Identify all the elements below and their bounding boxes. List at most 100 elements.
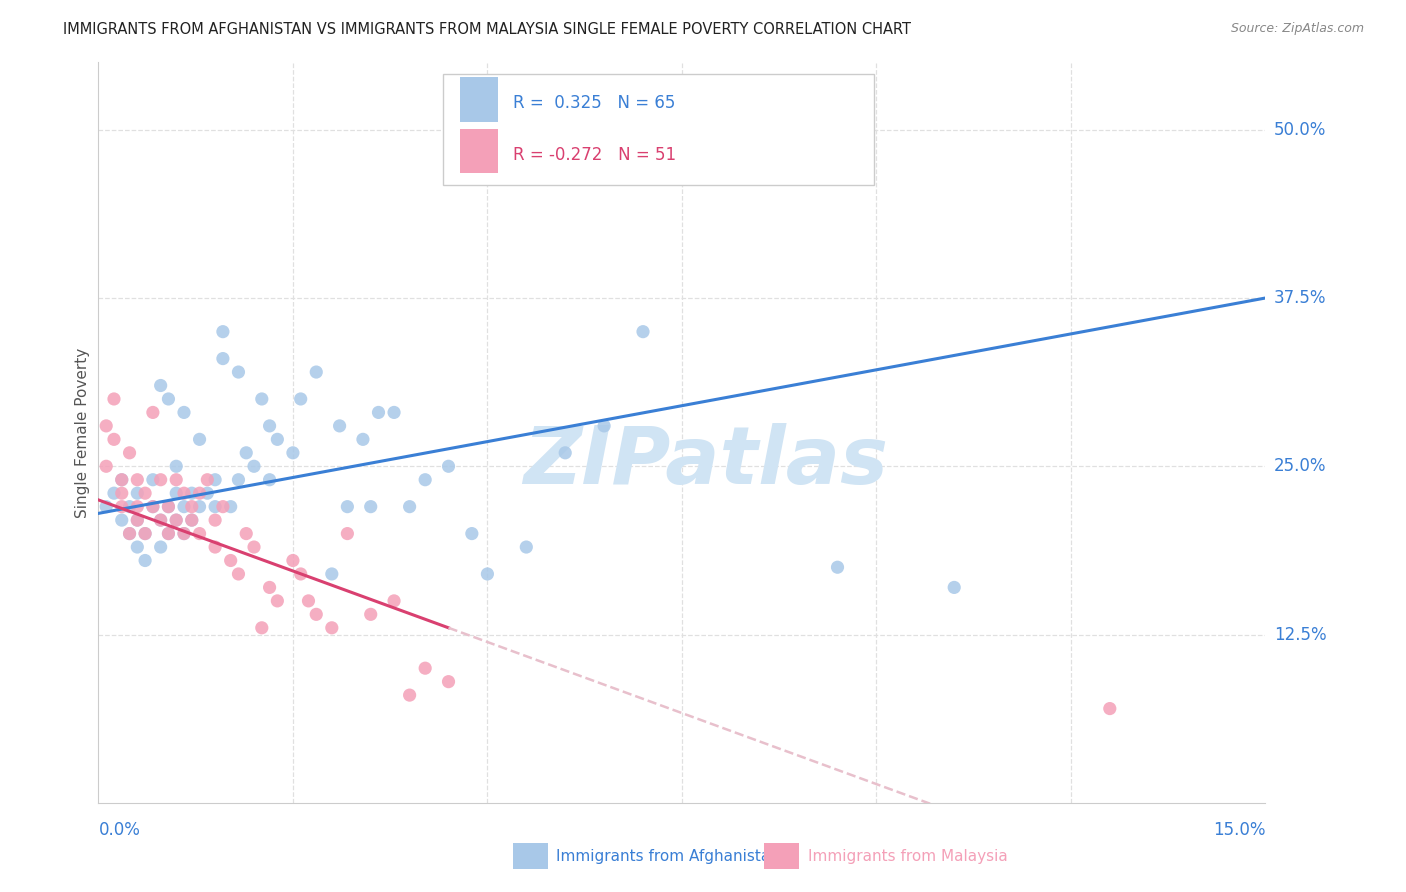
Point: [360, 500, 382, 514]
Point: [157, 526, 180, 541]
Point: [180, 513, 202, 527]
Text: Source: ZipAtlas.com: Source: ZipAtlas.com: [1230, 22, 1364, 36]
Point: [180, 486, 202, 500]
Point: [149, 378, 172, 392]
Point: [127, 513, 149, 527]
Point: [593, 418, 616, 433]
Point: [165, 513, 187, 527]
Point: [219, 553, 242, 567]
Point: [127, 473, 149, 487]
Point: [180, 513, 202, 527]
Point: [103, 433, 125, 447]
Text: ZIPatlas: ZIPatlas: [523, 423, 887, 501]
Point: [219, 500, 242, 514]
Point: [149, 473, 172, 487]
Point: [149, 513, 172, 527]
Point: [96, 418, 118, 433]
Point: [127, 540, 149, 554]
Point: [111, 473, 134, 487]
Point: [321, 621, 343, 635]
Point: [329, 418, 352, 433]
Point: [173, 486, 195, 500]
Point: [149, 540, 172, 554]
Point: [398, 500, 420, 514]
Point: [360, 607, 382, 622]
Point: [266, 433, 288, 447]
Point: [631, 325, 654, 339]
Point: [281, 553, 304, 567]
Text: IMMIGRANTS FROM AFGHANISTAN VS IMMIGRANTS FROM MALAYSIA SINGLE FEMALE POVERTY CO: IMMIGRANTS FROM AFGHANISTAN VS IMMIGRANT…: [63, 22, 911, 37]
Point: [228, 566, 250, 581]
Point: [204, 500, 226, 514]
Point: [204, 473, 226, 487]
Point: [259, 418, 281, 433]
Point: [398, 688, 420, 702]
Text: R =  0.325   N = 65: R = 0.325 N = 65: [513, 95, 675, 112]
Text: Immigrants from Afghanistan: Immigrants from Afghanistan: [555, 848, 780, 863]
Point: [290, 566, 312, 581]
Text: 0.0%: 0.0%: [98, 822, 141, 839]
Point: [165, 513, 187, 527]
Point: [118, 526, 141, 541]
Point: [157, 392, 180, 406]
Point: [437, 459, 460, 474]
Text: R = -0.272   N = 51: R = -0.272 N = 51: [513, 146, 676, 164]
FancyBboxPatch shape: [460, 78, 498, 121]
Point: [165, 486, 187, 500]
FancyBboxPatch shape: [443, 73, 875, 185]
Point: [188, 433, 211, 447]
Point: [204, 540, 226, 554]
Point: [305, 365, 328, 379]
Point: [157, 526, 180, 541]
Point: [352, 433, 374, 447]
Point: [127, 513, 149, 527]
Point: [212, 351, 235, 366]
Text: 37.5%: 37.5%: [1274, 289, 1326, 307]
Point: [321, 566, 343, 581]
Point: [243, 459, 266, 474]
Point: [96, 459, 118, 474]
Point: [259, 581, 281, 595]
Point: [827, 560, 849, 574]
Point: [515, 540, 537, 554]
Point: [111, 473, 134, 487]
Point: [134, 526, 156, 541]
Point: [134, 486, 156, 500]
Point: [212, 325, 235, 339]
Point: [134, 526, 156, 541]
Point: [204, 513, 226, 527]
Point: [142, 405, 165, 419]
Point: [157, 500, 180, 514]
Point: [142, 473, 165, 487]
FancyBboxPatch shape: [513, 843, 548, 870]
Point: [103, 392, 125, 406]
Point: [188, 500, 211, 514]
Point: [228, 365, 250, 379]
Point: [149, 513, 172, 527]
Text: 50.0%: 50.0%: [1274, 120, 1326, 139]
Point: [305, 607, 328, 622]
Point: [96, 500, 118, 514]
Y-axis label: Single Female Poverty: Single Female Poverty: [75, 348, 90, 517]
Point: [173, 500, 195, 514]
Point: [188, 486, 211, 500]
Point: [180, 500, 202, 514]
Text: Immigrants from Malaysia: Immigrants from Malaysia: [808, 848, 1008, 863]
Point: [118, 526, 141, 541]
Point: [336, 500, 359, 514]
Point: [281, 446, 304, 460]
Point: [103, 486, 125, 500]
FancyBboxPatch shape: [763, 843, 799, 870]
Point: [173, 405, 195, 419]
Point: [134, 553, 156, 567]
Point: [290, 392, 312, 406]
Point: [710, 163, 733, 178]
Point: [336, 526, 359, 541]
Point: [382, 405, 405, 419]
Point: [250, 392, 273, 406]
Point: [127, 486, 149, 500]
Point: [142, 500, 165, 514]
Point: [461, 526, 484, 541]
Point: [127, 500, 149, 514]
Point: [142, 500, 165, 514]
